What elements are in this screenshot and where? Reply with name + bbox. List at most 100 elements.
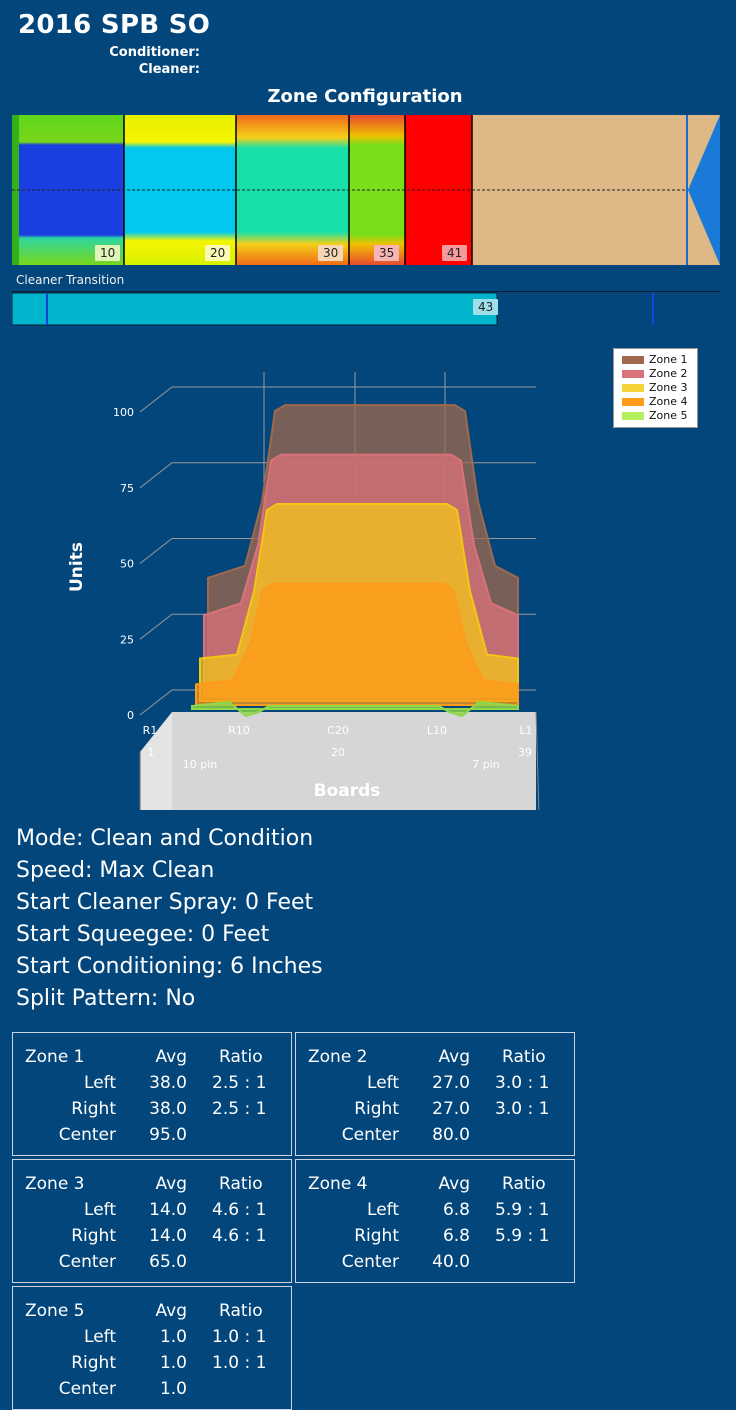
zone-name: Zone 5: [25, 1301, 85, 1321]
legend-swatch: [622, 384, 644, 392]
right-ratio: 3.0 : 1: [495, 1099, 550, 1119]
y-gridline: [139, 386, 536, 413]
left-avg: 38.0: [149, 1073, 187, 1093]
zone-configuration-graphic: [12, 115, 720, 265]
left-avg: 6.8: [442, 1200, 470, 1220]
y-tick-label: 50: [120, 558, 134, 571]
zone-panel-4: Zone 4 Avg Ratio Left 6.8 5.9 : 1 Right 6.8 5.9 …: [295, 1159, 575, 1283]
zone-2-end-badge: 20: [205, 245, 231, 261]
y-tick-label: 100: [113, 406, 134, 419]
left-ratio: 4.6 : 1: [212, 1200, 267, 1220]
center-avg: 1.0: [159, 1379, 187, 1399]
avg-header: Avg: [155, 1174, 188, 1194]
speed-text: Speed: Max Clean: [16, 858, 215, 883]
legend-swatch: [622, 356, 644, 364]
x-axis-title: Boards: [314, 781, 381, 801]
zone-name: Zone 1: [25, 1047, 85, 1067]
right-ratio: 4.6 : 1: [212, 1226, 267, 1246]
left-label: Left: [84, 1073, 116, 1093]
center-label: Center: [341, 1252, 399, 1272]
legend-swatch: [622, 398, 644, 406]
page-title: 2016 SPB SO: [18, 10, 211, 40]
chart-legend: Zone 1 Zone 2 Zone 3 Zone 4 Zone 5: [613, 348, 698, 428]
x-tick-label: L10: [427, 724, 447, 737]
left-avg: 14.0: [149, 1200, 187, 1220]
series-area-zone-5: [191, 700, 519, 718]
left-label: Left: [367, 1073, 399, 1093]
right-avg: 38.0: [149, 1099, 187, 1119]
center-label: Center: [58, 1379, 116, 1399]
zone-configuration-title: Zone Configuration: [267, 86, 463, 107]
cleaner-transition-badge: 43: [473, 299, 499, 315]
center-avg: 65.0: [149, 1252, 187, 1272]
zone-panel-2: Zone 2 Avg Ratio Left 27.0 3.0 : 1 Right 27.0 3.…: [295, 1032, 575, 1156]
zone-1-end-badge: 10: [95, 245, 121, 261]
cleaner-transition-bar: 43: [11, 290, 720, 327]
left-avg: 1.0: [159, 1327, 187, 1347]
legend-item-zone-4: Zone 4: [622, 395, 688, 408]
right-label: Right: [354, 1099, 399, 1119]
right-avg: 27.0: [432, 1099, 470, 1119]
legend-item-zone-1: Zone 1: [622, 353, 688, 366]
conditioner-label: Conditioner:: [109, 45, 200, 60]
right-avg: 14.0: [149, 1226, 187, 1246]
legend-label: Zone 5: [649, 409, 688, 422]
avg-header: Avg: [438, 1174, 471, 1194]
right-avg: 1.0: [159, 1353, 187, 1373]
start-cleaner-spray-text: Start Cleaner Spray: 0 Feet: [16, 890, 314, 915]
ratio-header: Ratio: [502, 1174, 546, 1194]
ratio-header: Ratio: [219, 1301, 263, 1321]
zone-panel-3: Zone 3 Avg Ratio Left 14.0 4.6 : 1 Right 14.0 4.…: [12, 1159, 292, 1283]
legend-label: Zone 1: [649, 353, 688, 366]
center-label: Center: [341, 1125, 399, 1145]
right-avg: 6.8: [442, 1226, 470, 1246]
right-label: Right: [354, 1226, 399, 1246]
start-squeegee-text: Start Squeegee: 0 Feet: [16, 922, 270, 947]
left-avg: 27.0: [432, 1073, 470, 1093]
x-sub-tick-label: 20: [331, 746, 345, 759]
legend-label: Zone 3: [649, 381, 688, 394]
y-tick-label: 25: [120, 633, 134, 646]
zone-4-end-badge: 35: [374, 245, 400, 261]
avg-header: Avg: [438, 1047, 471, 1067]
ratio-header: Ratio: [219, 1174, 263, 1194]
zone-3-end-badge: 30: [318, 245, 344, 261]
zone-panel-1: Zone 1 Avg Ratio Left 38.0 2.5 : 1 Right 38.0 2.…: [12, 1032, 292, 1156]
right-ratio: 2.5 : 1: [212, 1099, 267, 1119]
left-ratio: 2.5 : 1: [212, 1073, 267, 1093]
cleaner-transition-graphic: [11, 291, 720, 326]
x-sub-tick-label: 39: [518, 746, 532, 759]
pin-label: 10 pin: [183, 758, 218, 771]
legend-item-zone-5: Zone 5: [622, 409, 688, 422]
legend-swatch: [622, 412, 644, 420]
zone-name: Zone 2: [308, 1047, 368, 1067]
zone-configuration-bar: 10 20 30 35 41: [12, 115, 720, 265]
x-tick-label: C20: [327, 724, 349, 737]
left-label: Left: [84, 1327, 116, 1347]
x-tick-label: R10: [228, 724, 250, 737]
y-tick-label: 75: [120, 482, 134, 495]
zone-5-end-badge: 41: [442, 245, 468, 261]
avg-header: Avg: [155, 1047, 188, 1067]
zone-panel-5: Zone 5 Avg Ratio Left 1.0 1.0 : 1 Right 1.0 1.0 …: [12, 1286, 292, 1410]
split-pattern-text: Split Pattern: No: [16, 986, 196, 1011]
center-avg: 80.0: [432, 1125, 470, 1145]
center-avg: 95.0: [149, 1125, 187, 1145]
right-label: Right: [71, 1353, 116, 1373]
mode-text: Mode: Clean and Condition: [16, 826, 314, 851]
right-label: Right: [71, 1099, 116, 1119]
pin-label: 7 pin: [472, 758, 500, 771]
start-conditioning-text: Start Conditioning: 6 Inches: [16, 954, 323, 979]
left-ratio: 5.9 : 1: [495, 1200, 550, 1220]
left-ratio: 3.0 : 1: [495, 1073, 550, 1093]
series-area-zone-4: [195, 582, 519, 706]
legend-swatch: [622, 370, 644, 378]
center-label: Center: [58, 1125, 116, 1145]
legend-item-zone-2: Zone 2: [622, 367, 688, 380]
ratio-header: Ratio: [219, 1047, 263, 1067]
legend-item-zone-3: Zone 3: [622, 381, 688, 394]
center-label: Center: [58, 1252, 116, 1272]
zone-name: Zone 4: [308, 1174, 368, 1194]
x-tick-label: L1: [519, 724, 532, 737]
legend-label: Zone 2: [649, 367, 688, 380]
